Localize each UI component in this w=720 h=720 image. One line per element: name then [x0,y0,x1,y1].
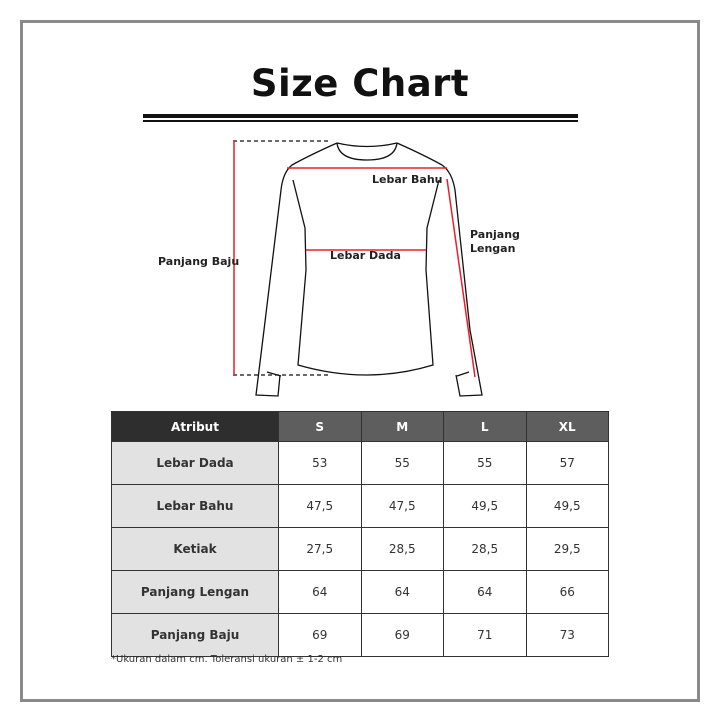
label-panjang-lengan-2: Lengan [470,242,516,255]
border-frame [20,20,700,702]
size-value: 55 [360,441,444,485]
size-value: 49,5 [525,484,609,528]
size-value: 64 [360,570,444,614]
table-row: Ketiak 27,5 28,5 28,5 29,5 [111,527,609,571]
size-value: 71 [443,613,527,657]
size-value: 55 [443,441,527,485]
size-value: 28,5 [360,527,444,571]
row-attribute: Panjang Baju [111,613,279,657]
label-lebar-bahu: Lebar Bahu [372,173,443,186]
label-panjang-baju: Panjang Baju [158,255,240,268]
label-panjang-lengan-1: Panjang [470,228,520,241]
size-value: 69 [278,613,362,657]
header-atribut: Atribut [111,411,279,442]
size-value: 28,5 [443,527,527,571]
size-value: 47,5 [360,484,444,528]
row-attribute: Lebar Dada [111,441,279,485]
title-rule [143,114,578,118]
panjang-lengan-line [446,178,476,378]
shirt-illustration [233,140,483,397]
size-value: 73 [525,613,609,657]
label-lebar-dada: Lebar Dada [330,249,401,262]
header-s: S [278,411,362,442]
header-xl: XL [525,411,609,442]
size-value: 64 [443,570,527,614]
title-rule-thin [143,120,578,122]
row-attribute: Ketiak [111,527,279,571]
size-value: 64 [278,570,362,614]
size-value: 27,5 [278,527,362,571]
size-table: Atribut S M L XL Lebar Dada 53 55 55 57 Lebar… [111,411,609,657]
table-row: Panjang Lengan 64 64 64 66 [111,570,609,614]
row-attribute: Panjang Lengan [111,570,279,614]
tolerance-note: *Ukuran dalam cm. Toleransi ukuran ± 1-2… [111,654,343,665]
header-m: M [360,411,444,442]
size-value: 66 [525,570,609,614]
size-value: 69 [360,613,444,657]
size-value: 49,5 [443,484,527,528]
size-value: 47,5 [278,484,362,528]
size-value: 29,5 [525,527,609,571]
header-l: L [443,411,527,442]
table-row: Lebar Dada 53 55 55 57 [111,441,609,485]
page-title: Size Chart [250,62,470,105]
size-value: 53 [278,441,362,485]
size-value: 57 [525,441,609,485]
table-row: Panjang Baju 69 69 71 73 [111,613,609,657]
row-attribute: Lebar Bahu [111,484,279,528]
table-row: Lebar Bahu 47,5 47,5 49,5 49,5 [111,484,609,528]
